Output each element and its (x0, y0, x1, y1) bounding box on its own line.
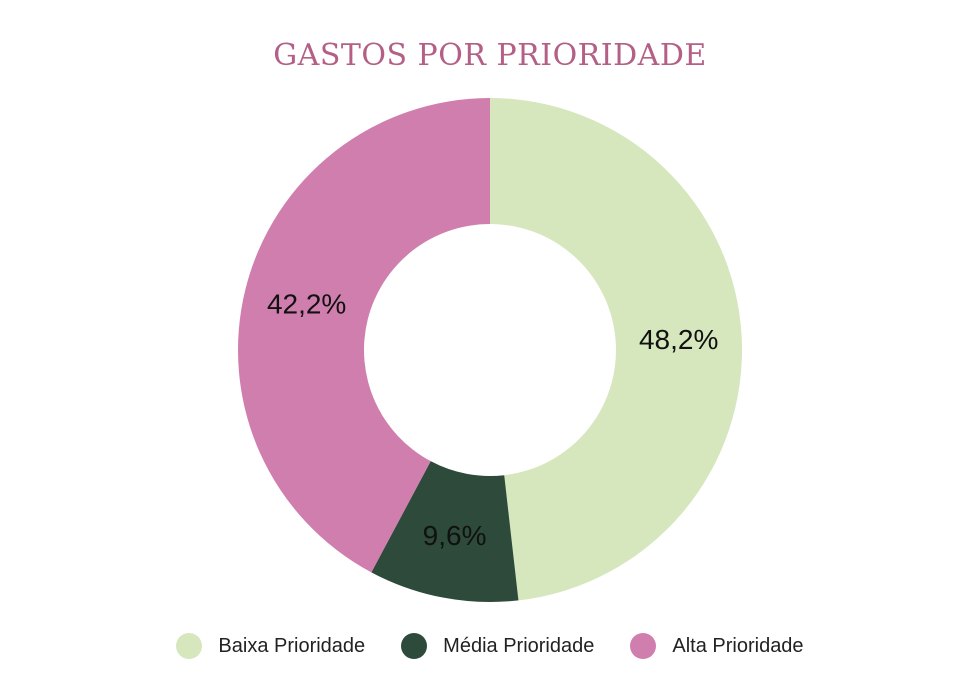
legend-swatch-baixa-prioridade (176, 633, 203, 659)
slice-baixa-prioridade[interactable] (490, 98, 743, 601)
data-label-media-prioridade: 9,6% (423, 520, 487, 551)
donut-chart: 48,2% 9,6% 42,2% (237, 98, 743, 603)
legend-label-baixa-prioridade: Baixa Prioridade (218, 634, 366, 657)
data-label-baixa-prioridade: 48,2% (639, 324, 718, 355)
legend-swatch-media-prioridade (401, 633, 428, 659)
slice-media-prioridade[interactable] (371, 461, 519, 603)
legend-item-media-prioridade[interactable]: Média Prioridade (401, 633, 594, 659)
legend: Baixa Prioridade Média Prioridade Alta P… (0, 633, 980, 659)
legend-label-alta-prioridade: Alta Prioridade (672, 634, 804, 657)
data-label-alta-prioridade: 42,2% (267, 289, 346, 320)
legend-item-baixa-prioridade[interactable]: Baixa Prioridade (176, 633, 365, 659)
chart-title: GASTOS POR PRIORIDADE (273, 38, 707, 73)
legend-label-media-prioridade: Média Prioridade (443, 634, 595, 657)
legend-item-alta-prioridade[interactable]: Alta Prioridade (630, 633, 804, 659)
slice-alta-prioridade[interactable] (237, 98, 490, 573)
legend-swatch-alta-prioridade (630, 633, 657, 659)
